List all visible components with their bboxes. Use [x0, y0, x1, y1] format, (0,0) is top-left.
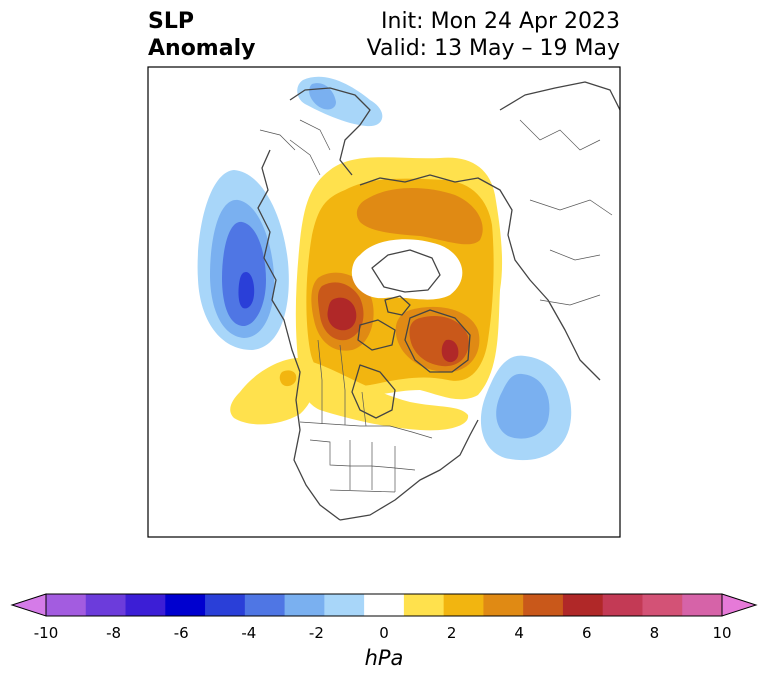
colorbar-segment	[244, 594, 286, 616]
colorbar-segment	[523, 594, 564, 616]
hudson-bay	[351, 364, 396, 419]
colorbar-segment	[403, 594, 445, 616]
colorbar-segment	[205, 594, 246, 616]
us-states	[309, 439, 416, 493]
colorbar-tick-label: -4	[241, 624, 257, 642]
map-title: SLP Anomaly	[148, 8, 255, 62]
map-panel	[148, 67, 620, 537]
colorbar-tick-label: 4	[514, 624, 524, 642]
colorbar-tick-label: -6	[173, 624, 189, 642]
title-line-1: SLP	[148, 9, 194, 34]
west-coast	[257, 149, 341, 521]
valid-range: Valid: 13 May – 19 May	[366, 36, 620, 61]
eurasia-coast	[359, 174, 601, 381]
title-line-2: Anomaly	[148, 36, 256, 61]
arctic-high-east-core	[441, 339, 459, 363]
colorbar-tick-label: 2	[446, 624, 457, 642]
colorbar-segment	[602, 594, 643, 616]
colorbar-extend-max	[721, 593, 758, 617]
colorbar-tick-label: 10	[712, 624, 732, 642]
siberia-coast	[499, 81, 620, 111]
colorbar-segment	[85, 594, 127, 616]
pacific-high-inner	[279, 370, 297, 387]
atlantic-low-inner	[496, 373, 550, 439]
eurasia-borders	[519, 119, 613, 306]
arctic-islands	[357, 295, 411, 351]
greenland	[404, 309, 471, 373]
colorbar-tick-label: 0	[379, 624, 389, 642]
arctic-high-orange	[356, 188, 483, 245]
arctic-high-west-core	[327, 297, 357, 331]
colorbar-segment	[642, 594, 683, 616]
colorbar-segment	[46, 594, 87, 616]
political-borders	[259, 119, 613, 493]
europe-coast	[289, 87, 371, 176]
east-coast	[339, 419, 479, 521]
colorbar-units: hPa	[364, 646, 404, 670]
colorbar-tick-label: -8	[106, 624, 122, 642]
canada-provinces	[317, 339, 367, 427]
colorbar-frame	[45, 593, 723, 617]
arctic-zero-gap	[351, 239, 463, 300]
colorbar-segment	[324, 594, 365, 616]
us-canada-border	[299, 421, 433, 439]
colorbar-tick-label: -10	[33, 624, 59, 642]
colorbar-segment	[284, 594, 325, 616]
colorbar-tick-label: 6	[582, 624, 592, 642]
colorbar-segment	[125, 594, 166, 616]
europe-borders	[259, 119, 331, 176]
init-date: Init: Mon 24 Apr 2023	[381, 9, 620, 34]
colorbar-segment	[682, 594, 723, 616]
colorbar-extend-min	[10, 593, 47, 617]
colorbar-segment	[562, 594, 604, 616]
colorbar-tick-label: 8	[649, 624, 660, 642]
pacific-low-core	[238, 272, 255, 309]
arctic-coast-ring	[371, 249, 441, 293]
map-frame	[147, 66, 621, 538]
anomaly-contours	[197, 76, 572, 461]
colorbar-tick-label: -2	[308, 624, 324, 642]
colorbar-segment	[165, 594, 206, 616]
coastlines	[257, 81, 620, 521]
colorbar-segment	[443, 594, 484, 616]
forecast-dates: Init: Mon 24 Apr 2023 Valid: 13 May – 19…	[367, 8, 620, 62]
colorbar-segment	[364, 594, 405, 616]
colorbar-segment	[483, 594, 524, 616]
central-high-tongue	[300, 360, 469, 431]
colorbar	[10, 593, 758, 617]
